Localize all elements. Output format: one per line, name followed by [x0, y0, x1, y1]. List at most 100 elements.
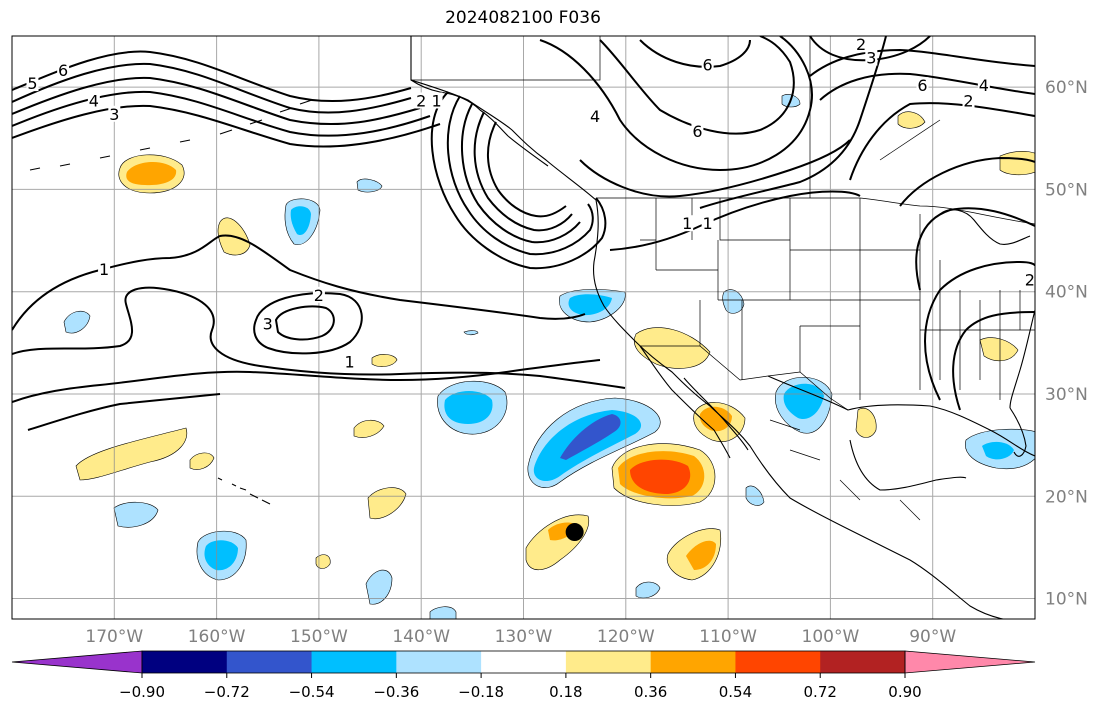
colorbar-tick-label: −0.72 — [204, 683, 250, 701]
positive-anomaly-core — [126, 161, 177, 186]
contour-label: 2 — [856, 35, 866, 54]
contour-line — [12, 359, 601, 403]
colorbar-legend: −0.90 −0.72 −0.54 −0.36 −0.18 0.18 0.36 0.54 0.7… — [11, 650, 1036, 701]
us-state-lines — [640, 198, 1035, 400]
longitude-tick-label: 140°W — [392, 627, 450, 647]
contour-label: 4 — [590, 107, 600, 126]
negative-anomaly-blob — [463, 330, 479, 336]
contour-label: 6 — [703, 56, 713, 75]
colorbar-segment — [481, 651, 567, 673]
longitude-tick-label: 120°W — [597, 627, 655, 647]
contour-line — [599, 36, 795, 135]
longitude-tick-label: 160°W — [188, 627, 246, 647]
negative-anomaly-core — [290, 206, 311, 236]
positive-anomaly-blob — [855, 408, 877, 438]
contour-label-halo — [1023, 271, 1035, 288]
contour-label: 2 — [963, 91, 973, 110]
negative-anomaly-blob — [429, 606, 457, 619]
colorbar-segment — [142, 651, 228, 673]
contour-label: 6 — [917, 76, 927, 95]
longitude-tick-label: 170°W — [85, 627, 143, 647]
positive-anomaly-blob — [189, 452, 215, 470]
longitude-tick-label: 100°W — [802, 627, 860, 647]
contour-line — [539, 36, 813, 172]
contour-line — [12, 50, 412, 103]
contour-line — [849, 102, 1035, 181]
contour-line — [639, 39, 751, 68]
colorbar-tick-label: 0.90 — [888, 683, 921, 701]
negative-anomaly-max — [560, 414, 621, 460]
contour-label-halo — [701, 215, 714, 232]
colorbar-segment — [396, 651, 482, 673]
colorbar-extend-high — [904, 650, 1036, 674]
positive-anomaly-blob — [371, 354, 398, 367]
coastlines — [29, 36, 1035, 619]
contour-label-halo — [691, 123, 704, 140]
colorbar-segment — [735, 651, 821, 673]
colorbar-tick-label: 0.72 — [804, 683, 837, 701]
north-america-coastline — [410, 79, 1006, 619]
contour-label-halo — [312, 286, 325, 303]
negative-anomaly-blob — [365, 569, 393, 605]
east-coast — [1009, 309, 1035, 409]
contour-label: 1 — [344, 352, 354, 371]
latitude-tick-label: 30°N — [1045, 385, 1088, 405]
gulf-of-california — [683, 377, 749, 451]
contour-label-halo — [865, 49, 878, 66]
contour-label: 1 — [682, 214, 692, 233]
contour-loop — [274, 305, 335, 341]
contour-line — [915, 207, 1035, 291]
contour-label: 1 — [431, 91, 441, 110]
contour-loop — [473, 111, 573, 232]
positive-anomaly-blob — [999, 151, 1035, 176]
colorbar-frame — [141, 650, 906, 674]
map-frame — [11, 35, 1036, 620]
hawaiian-islands — [217, 477, 271, 505]
political-borders — [410, 36, 1035, 521]
negative-anomaly-blob — [63, 310, 91, 334]
contour-label: 4 — [89, 91, 99, 110]
colorbar-tick-label: −0.18 — [458, 683, 504, 701]
contour-label-halo — [415, 92, 428, 109]
negative-anomaly-blob — [745, 485, 765, 506]
positive-anomaly-blob — [897, 111, 926, 129]
baja-peninsula — [639, 345, 731, 459]
positive-anomaly-max — [630, 459, 691, 494]
negative-anomaly-core — [982, 441, 1014, 460]
contour-label: 5 — [27, 74, 37, 93]
positive-anomaly-blob — [315, 554, 331, 569]
contour-line — [12, 90, 431, 137]
contour-line — [952, 311, 1035, 411]
positive-anomaly-blob — [75, 427, 188, 481]
contour-label: 2 — [314, 286, 324, 305]
contour-label-halo — [977, 77, 990, 94]
contour-label-halo — [701, 56, 714, 73]
latitude-axis: 10°N 20°N 30°N 40°N 50°N 60°N — [1045, 78, 1088, 609]
contour-line — [579, 139, 851, 198]
contour-label-halo — [855, 36, 868, 53]
negative-anomaly-core — [444, 391, 493, 424]
positive-anomaly-blob — [367, 487, 407, 520]
longitude-axis: 170°W 160°W 150°W 140°W 130°W 120°W 110°W 100°W… — [85, 627, 956, 647]
negative-anomaly-blob — [113, 501, 159, 528]
latitude-tick-label: 20°N — [1045, 487, 1088, 507]
colorbar-segment — [820, 651, 906, 673]
colorbar-segment — [311, 651, 397, 673]
contour-line — [12, 104, 441, 148]
positive-anomaly-blob — [979, 337, 1019, 362]
colorbar-tick-label: 0.18 — [549, 683, 582, 701]
contour-label: 2 — [1025, 270, 1035, 289]
alaska-coast — [410, 36, 549, 167]
colorbar-segment — [226, 651, 313, 673]
contour-label-halo — [261, 315, 274, 332]
negative-anomaly-core — [783, 383, 824, 420]
contour-loop — [446, 95, 594, 256]
contour-label-halo — [108, 105, 121, 122]
colorbar-tick-label: 0.54 — [719, 683, 752, 701]
colorbar-segment — [565, 651, 652, 673]
contour-label: 3 — [109, 105, 119, 124]
contour-line — [27, 393, 221, 431]
longitude-tick-label: 90°W — [909, 627, 956, 647]
longitude-tick-label: 150°W — [290, 627, 348, 647]
